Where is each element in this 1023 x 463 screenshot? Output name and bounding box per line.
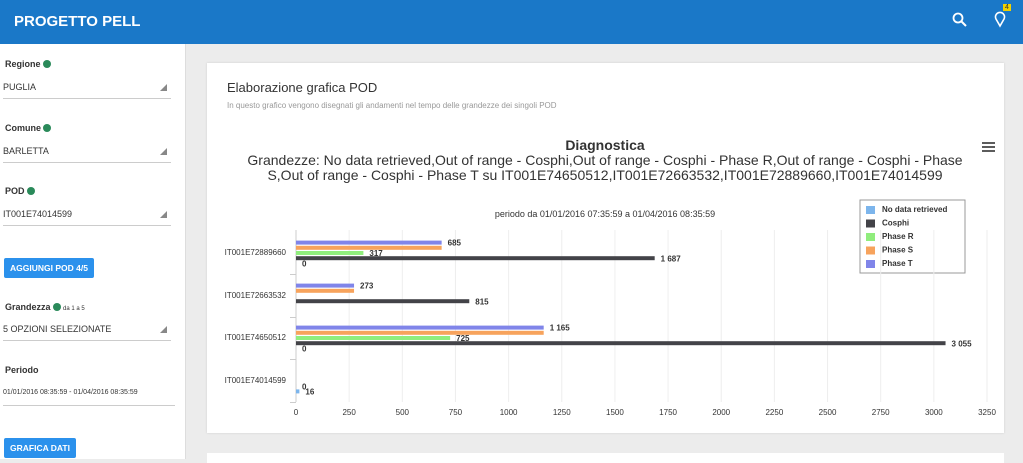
data-label: 273 [360, 282, 374, 291]
legend-label: No data retrieved [882, 205, 947, 214]
bar [296, 256, 655, 260]
x-tick-label: 0 [294, 408, 299, 417]
bar [296, 284, 354, 288]
bar [296, 246, 442, 250]
x-tick-label: 2250 [765, 408, 783, 417]
bar [296, 299, 469, 303]
data-label: 685 [448, 239, 462, 248]
x-tick-label: 2000 [712, 408, 730, 417]
legend-swatch [866, 247, 875, 255]
legend-label: Phase T [882, 259, 913, 268]
x-tick-label: 1500 [606, 408, 624, 417]
bar [296, 389, 299, 393]
data-label: 0 [302, 382, 307, 391]
x-tick-label: 3000 [925, 408, 943, 417]
x-tick-label: 750 [449, 408, 463, 417]
x-tick-label: 1750 [659, 408, 677, 417]
bar [296, 341, 946, 345]
y-tick-label: IT001E72663532 [225, 291, 287, 300]
y-tick-label: IT001E74014599 [225, 376, 287, 385]
x-tick-label: 1250 [553, 408, 571, 417]
x-tick-label: 500 [396, 408, 410, 417]
legend-label: Phase R [882, 232, 914, 241]
legend-label: Phase S [882, 246, 914, 255]
bar [296, 241, 442, 245]
bar [296, 251, 363, 255]
x-tick-label: 2500 [819, 408, 837, 417]
data-label: 1 165 [550, 324, 571, 333]
x-tick-label: 1000 [500, 408, 518, 417]
legend-swatch [866, 260, 875, 268]
data-label: 0 [302, 260, 307, 269]
data-label: 815 [475, 297, 489, 306]
x-tick-label: 2750 [872, 408, 890, 417]
bar [296, 326, 544, 330]
data-label: 0 [302, 345, 307, 354]
legend-label: Cosphi [882, 219, 909, 228]
menu-icon[interactable] [982, 143, 995, 151]
y-tick-label: IT001E74650512 [225, 333, 287, 342]
x-tick-label: 3250 [978, 408, 996, 417]
data-label: 317 [369, 249, 383, 258]
data-label: 725 [456, 334, 470, 343]
y-tick-label: IT001E72889660 [225, 248, 287, 257]
data-label: 16 [305, 388, 314, 397]
data-label: 1 687 [661, 254, 682, 263]
bar [296, 331, 544, 335]
legend-swatch [866, 220, 875, 228]
bar [296, 289, 354, 293]
bar [296, 336, 450, 340]
legend-swatch [866, 233, 875, 241]
legend-swatch [866, 206, 875, 214]
data-label: 3 055 [952, 339, 973, 348]
x-tick-label: 250 [342, 408, 356, 417]
